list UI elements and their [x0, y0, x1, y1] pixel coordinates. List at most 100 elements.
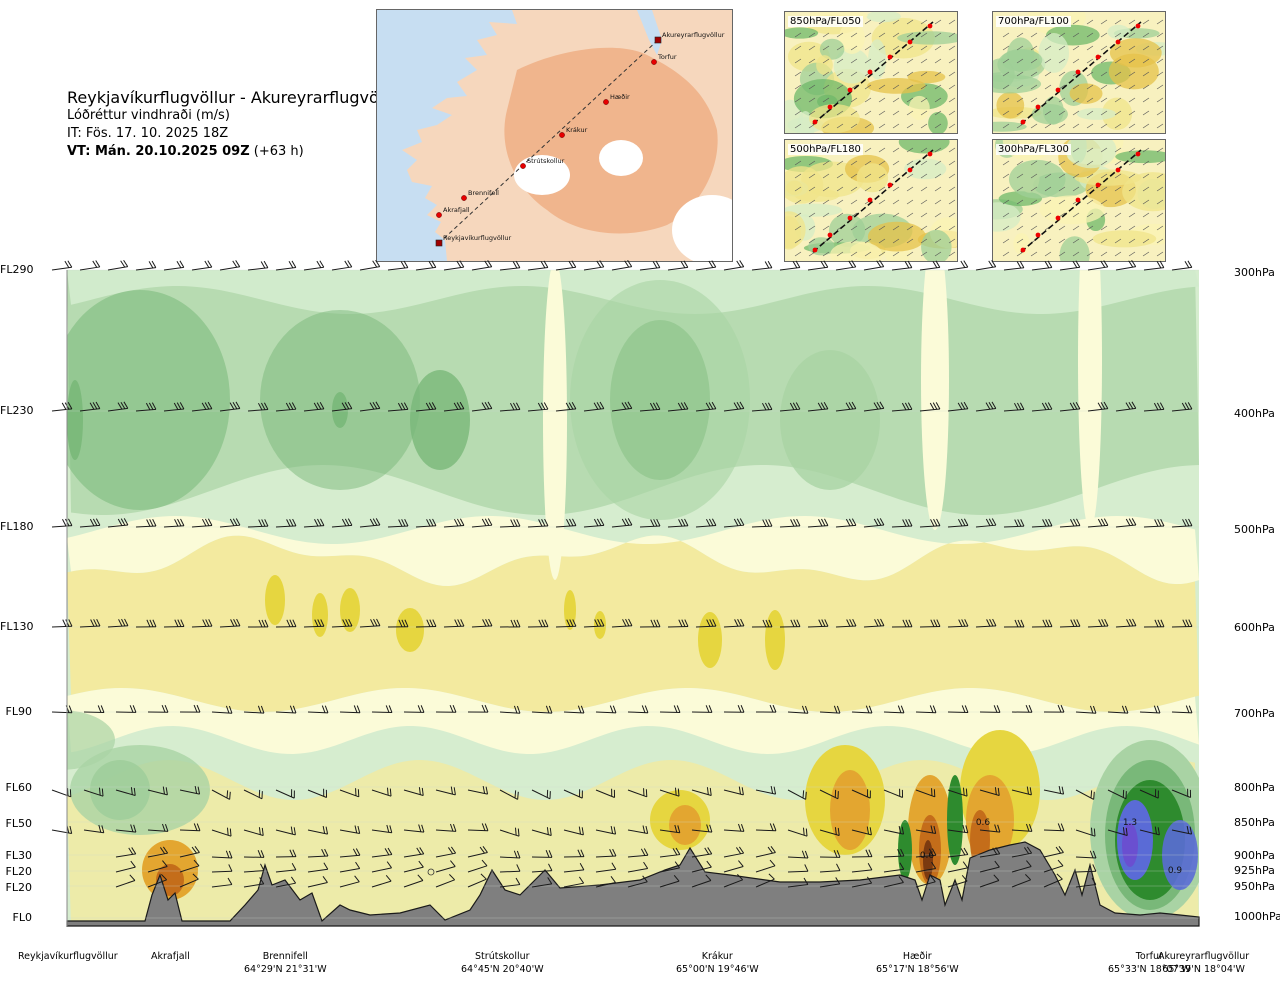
thumb-wind-barb: [934, 147, 942, 153]
thumb-wind-barb: [850, 186, 858, 192]
thumb-route-point: [1135, 151, 1141, 157]
wind-barb: [919, 619, 941, 628]
thumb-wind-barb: [1030, 45, 1038, 51]
wind-barb: [583, 260, 605, 271]
wind-barb: [1043, 873, 1063, 888]
thumb-field-patch: [996, 91, 1025, 119]
thumb-route-point: [887, 182, 893, 188]
thumb-wind-barb: [1030, 186, 1038, 192]
thumb-wind-barb: [1086, 19, 1094, 25]
wind-barb: [467, 873, 487, 888]
thumbnail-700hpa-graphic: [993, 12, 1165, 133]
thumbnail-700hpa[interactable]: 700hPa/FL100: [992, 11, 1166, 134]
thumb-wind-barb: [822, 58, 830, 64]
thumb-wind-barb: [1002, 97, 1010, 103]
wind-barb: [443, 518, 465, 528]
wind-barb: [79, 401, 101, 412]
thumb-wind-barb: [836, 186, 844, 192]
downdraft-cell: [1122, 823, 1138, 867]
wind-barb: [755, 846, 776, 858]
location-strutskollur: Strútskollur 64°45'N 20°40'W: [461, 950, 544, 976]
thumb-wind-barb: [1100, 251, 1108, 257]
thumb-wind-barb: [948, 71, 956, 77]
thumb-wind-barb: [1086, 199, 1094, 205]
thumb-wind-barb: [1156, 212, 1164, 218]
wind-barb: [723, 846, 745, 858]
thumb-wind-barb: [1030, 225, 1038, 231]
thumb-wind-barb: [1142, 58, 1150, 64]
wind-barb: [819, 789, 839, 800]
thumb-wind-barb: [948, 147, 956, 153]
thumb-field-patch: [819, 38, 845, 60]
thumb-wind-barb: [1114, 58, 1122, 64]
wind-barb: [115, 860, 136, 873]
thumb-wind-barb: [1030, 97, 1038, 103]
wind-barb: [1003, 519, 1025, 528]
hpa-label-400: 400hPa: [1234, 407, 1275, 420]
wind-barb: [611, 618, 633, 628]
map-airport-marker: [435, 239, 443, 247]
wind-barb: [947, 847, 969, 858]
wind-barb: [275, 826, 296, 836]
descent-cell: [410, 370, 470, 470]
thumb-wind-barb: [892, 160, 900, 166]
thumb-wind-barb: [808, 45, 816, 51]
wind-barb: [627, 705, 649, 714]
thumb-wind-barb: [822, 225, 830, 231]
location-torfur-coord: 65°33'N 18°07'W: [1108, 964, 1191, 975]
thumb-wind-barb: [1016, 58, 1024, 64]
wind-barb: [1059, 260, 1081, 271]
thumb-wind-barb: [1156, 45, 1164, 51]
wind-barb: [1003, 402, 1025, 412]
thumb-wind-barb: [1156, 58, 1164, 64]
wind-barb: [471, 518, 493, 528]
wind-barb: [371, 705, 393, 714]
wind-barb: [331, 618, 353, 628]
wind-barb: [275, 863, 297, 873]
thumb-route-point: [887, 54, 893, 60]
wind-barb: [387, 518, 409, 528]
thumb-wind-barb: [906, 97, 914, 103]
ascent-cell: [396, 608, 424, 652]
thumb-wind-barb: [836, 45, 844, 51]
thumb-wind-barb: [1114, 110, 1122, 116]
wind-barb: [915, 788, 936, 798]
thumb-wind-barb: [1156, 84, 1164, 90]
thumb-wind-barb: [906, 173, 914, 179]
thumb-wind-barb: [920, 160, 928, 166]
thumb-wind-barb: [808, 225, 816, 231]
wind-barb: [691, 705, 713, 713]
wind-barb: [883, 705, 905, 714]
thumb-wind-barb: [1002, 199, 1010, 205]
thumb-field-patch: [1031, 104, 1068, 125]
wind-barb: [247, 619, 269, 628]
thumb-wind-barb: [892, 32, 900, 38]
map-point-label: Krákur: [566, 126, 588, 134]
thumb-wind-barb: [948, 251, 956, 257]
thumb-route-point: [1035, 232, 1041, 238]
hpa-label-925: 925hPa: [1234, 864, 1275, 877]
thumb-route-point: [1115, 39, 1121, 45]
wind-barb: [339, 825, 361, 834]
thumbnail-850hpa[interactable]: 850hPa/FL050: [784, 11, 958, 134]
thumbnail-500hpa[interactable]: 500hPa/FL180: [784, 139, 958, 262]
thumb-wind-barb: [836, 110, 844, 116]
thumbnail-300hpa[interactable]: 300hPa/FL300: [992, 139, 1166, 262]
thumb-wind-barb: [808, 123, 816, 129]
thumb-wind-barb: [1030, 123, 1038, 129]
wind-barb: [819, 863, 841, 873]
wind-barb: [975, 618, 997, 628]
thumb-wind-barb: [906, 160, 914, 166]
thumb-wind-barb: [1044, 32, 1052, 38]
thumb-wind-barb: [808, 32, 816, 38]
thumb-wind-barb: [1044, 71, 1052, 77]
thumb-wind-barb: [1142, 110, 1150, 116]
thumb-wind-barb: [794, 251, 802, 257]
wind-barb: [611, 518, 633, 528]
descent-cell: [67, 380, 83, 460]
wind-barb: [755, 823, 777, 832]
thumb-wind-barb: [1058, 32, 1066, 38]
wind-barb: [275, 518, 297, 528]
thumb-wind-barb: [906, 110, 914, 116]
